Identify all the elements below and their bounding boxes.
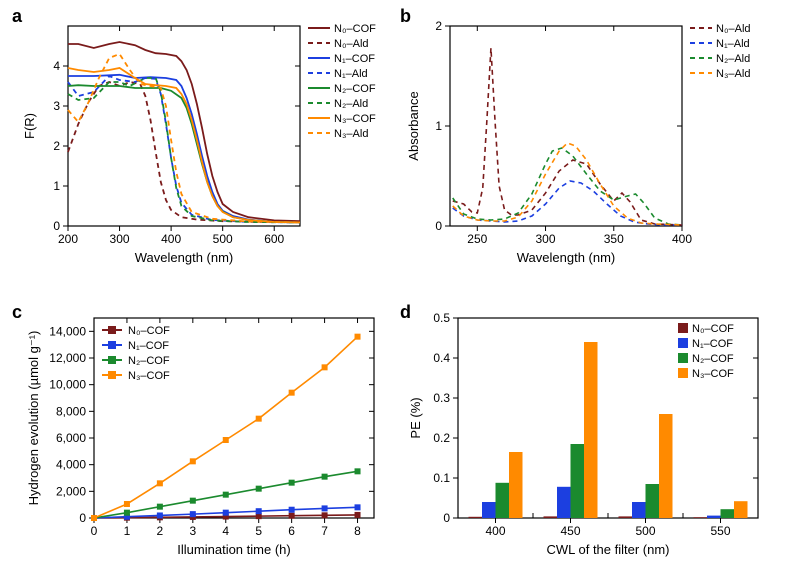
svg-text:N₂–COF: N₂–COF (692, 353, 734, 365)
chart-b: 250 300 350 400 0 1 2 Wavelength (nm) Absorbance… (400, 8, 780, 288)
svg-text:400: 400 (485, 524, 505, 538)
svg-text:1: 1 (124, 524, 131, 538)
svg-text:0.2: 0.2 (433, 431, 450, 445)
svg-text:550: 550 (710, 524, 730, 538)
svg-text:Absorbance: Absorbance (406, 91, 421, 160)
svg-text:N₂–Ald: N₂–Ald (716, 53, 750, 65)
svg-text:10,000: 10,000 (49, 378, 86, 392)
svg-text:Wavelength (nm): Wavelength (nm) (135, 250, 234, 265)
svg-text:2: 2 (157, 524, 164, 538)
svg-text:N₀–COF: N₀–COF (128, 325, 170, 337)
svg-text:0: 0 (91, 524, 98, 538)
svg-text:8: 8 (354, 524, 361, 538)
svg-text:14,000: 14,000 (49, 324, 86, 338)
svg-text:0.5: 0.5 (433, 311, 450, 325)
svg-text:12,000: 12,000 (49, 351, 86, 365)
svg-text:500: 500 (635, 524, 655, 538)
svg-text:0.3: 0.3 (433, 391, 450, 405)
svg-text:3: 3 (53, 99, 60, 113)
chart-d: 0 0.1 0.2 0.3 0.4 0.5 400 450 500 550 CWL of the f… (400, 300, 780, 580)
svg-text:N₃–COF: N₃–COF (692, 368, 734, 380)
svg-text:4: 4 (222, 524, 229, 538)
svg-text:F(R): F(R) (22, 113, 37, 139)
svg-text:N₂–COF: N₂–COF (334, 83, 376, 95)
svg-text:N₁–Ald: N₁–Ald (716, 38, 750, 50)
svg-text:200: 200 (58, 232, 78, 246)
svg-text:N₀–COF: N₀–COF (692, 323, 734, 335)
svg-text:8,000: 8,000 (56, 404, 86, 418)
svg-text:350: 350 (604, 232, 624, 246)
svg-text:N₂–Ald: N₂–Ald (334, 98, 368, 110)
svg-text:2,000: 2,000 (56, 484, 86, 498)
svg-text:N₃–COF: N₃–COF (334, 113, 376, 125)
svg-text:4,000: 4,000 (56, 458, 86, 472)
svg-text:Illumination time (h): Illumination time (h) (177, 542, 290, 557)
svg-text:Wavelength (nm): Wavelength (nm) (517, 250, 616, 265)
svg-text:N₃–Ald: N₃–Ald (334, 128, 368, 140)
svg-text:N₀–COF: N₀–COF (334, 23, 376, 35)
svg-text:Hydrogen evolution (µmol g⁻¹): Hydrogen evolution (µmol g⁻¹) (26, 331, 41, 506)
svg-text:500: 500 (213, 232, 233, 246)
chart-c: 0 1 2 3 4 5 6 7 8 0 2,000 4,000 6,000 8,000 10,000 12,0… (16, 300, 396, 580)
svg-text:N₁–Ald: N₁–Ald (334, 68, 368, 80)
svg-text:400: 400 (161, 232, 181, 246)
svg-text:CWL of the filter (nm): CWL of the filter (nm) (546, 542, 669, 557)
svg-text:N₁–COF: N₁–COF (692, 338, 733, 350)
svg-text:400: 400 (672, 232, 692, 246)
svg-text:0.1: 0.1 (433, 471, 450, 485)
svg-text:0: 0 (79, 511, 86, 525)
svg-text:N₁–COF: N₁–COF (128, 340, 169, 352)
svg-text:1: 1 (53, 179, 60, 193)
svg-text:600: 600 (264, 232, 284, 246)
svg-text:0: 0 (435, 219, 442, 233)
svg-text:6: 6 (288, 524, 295, 538)
svg-text:N₀–Ald: N₀–Ald (716, 23, 751, 35)
svg-text:450: 450 (560, 524, 580, 538)
svg-text:2: 2 (53, 139, 60, 153)
svg-text:0.4: 0.4 (433, 351, 450, 365)
svg-text:300: 300 (110, 232, 130, 246)
svg-text:7: 7 (321, 524, 328, 538)
svg-text:N₂–COF: N₂–COF (128, 355, 170, 367)
svg-text:1: 1 (435, 119, 442, 133)
svg-text:250: 250 (467, 232, 487, 246)
svg-text:PE (%): PE (%) (408, 397, 423, 438)
svg-text:N₀–Ald: N₀–Ald (334, 38, 369, 50)
svg-text:0: 0 (443, 511, 450, 525)
svg-text:4: 4 (53, 59, 60, 73)
svg-text:N₁–COF: N₁–COF (334, 53, 375, 65)
svg-text:3: 3 (189, 524, 196, 538)
svg-text:5: 5 (255, 524, 262, 538)
chart-a: 200 300 400 500 600 0 1 2 3 4 Wavelength (nm) F(R) N… (16, 8, 396, 288)
svg-text:300: 300 (536, 232, 556, 246)
svg-text:6,000: 6,000 (56, 431, 86, 445)
svg-text:2: 2 (435, 19, 442, 33)
svg-text:N₃–COF: N₃–COF (128, 370, 170, 382)
svg-text:N₃–Ald: N₃–Ald (716, 68, 750, 80)
svg-text:0: 0 (53, 219, 60, 233)
